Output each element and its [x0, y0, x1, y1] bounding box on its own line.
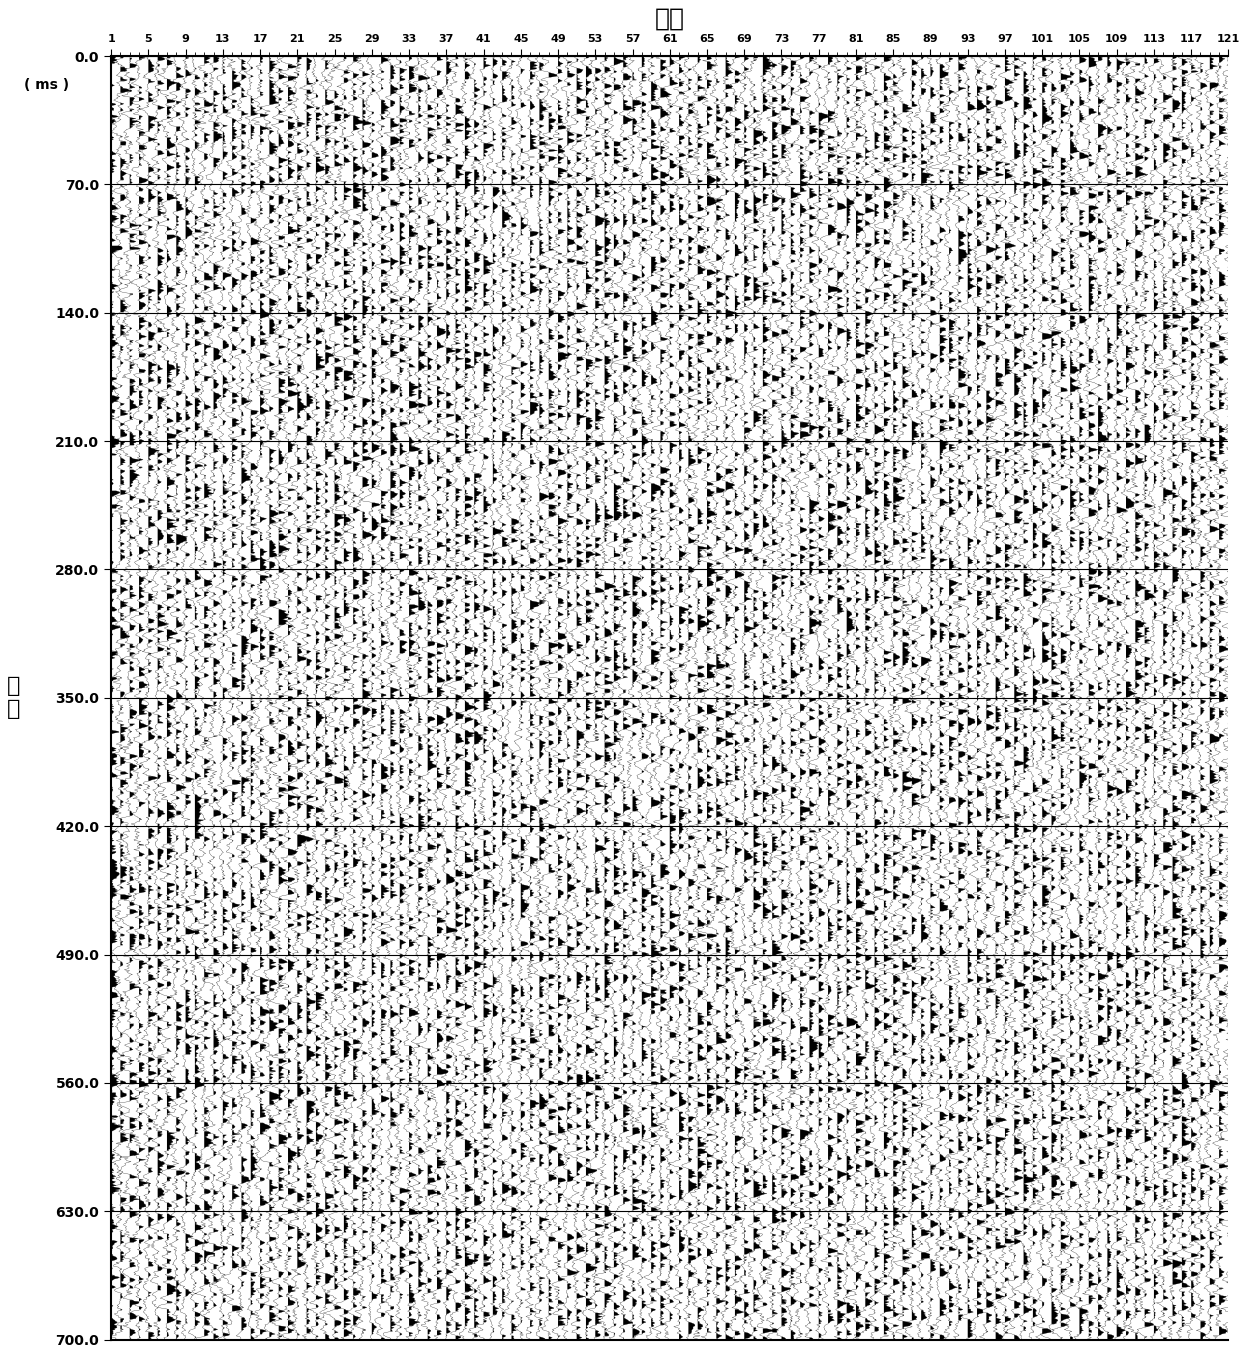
- Text: ( ms ): ( ms ): [24, 77, 69, 92]
- X-axis label: 道号: 道号: [655, 7, 685, 31]
- Y-axis label: 时
间: 时 间: [7, 676, 20, 720]
